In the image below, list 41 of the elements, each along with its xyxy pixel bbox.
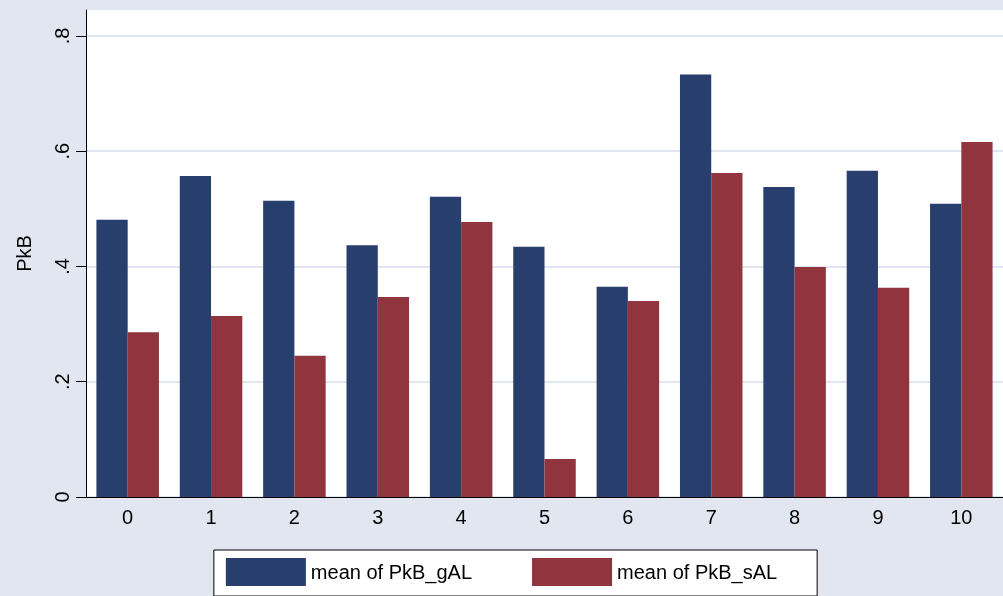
bar xyxy=(513,246,545,497)
bar xyxy=(679,74,712,497)
bar xyxy=(429,196,462,497)
bar xyxy=(544,458,576,497)
bar xyxy=(711,173,743,497)
bar xyxy=(346,245,378,497)
x-tick-label: 9 xyxy=(872,506,884,528)
bar xyxy=(930,203,962,497)
y-tick-label: .2 xyxy=(51,373,73,391)
bar xyxy=(763,186,795,497)
x-tick-label: 0 xyxy=(122,506,134,528)
y-tick-label: .8 xyxy=(51,27,73,45)
bar xyxy=(794,267,826,497)
x-tick-label: 5 xyxy=(538,506,551,528)
x-tick-label: 1 xyxy=(205,506,217,528)
bar xyxy=(127,332,159,497)
bar xyxy=(461,222,493,497)
y-tick-label: .4 xyxy=(51,258,73,275)
bar xyxy=(211,316,243,497)
x-tick-label: 10 xyxy=(950,506,973,528)
bar xyxy=(377,297,410,497)
y-axis-title: PkB xyxy=(13,235,35,272)
bar xyxy=(179,175,212,497)
bar xyxy=(96,219,128,497)
bar xyxy=(294,355,326,497)
bar xyxy=(877,287,910,497)
bar xyxy=(263,200,295,497)
x-tick-label: 2 xyxy=(288,506,300,528)
bar xyxy=(961,141,993,497)
legend-label: mean of PkB_sAL xyxy=(617,561,778,584)
y-tick-label: .6 xyxy=(51,142,73,160)
bar xyxy=(596,286,628,497)
x-tick-label: 4 xyxy=(455,506,467,528)
y-tick-label: 0 xyxy=(51,491,73,503)
x-tick-label: 8 xyxy=(789,506,801,528)
x-tick-label: 7 xyxy=(705,506,717,528)
x-tick-label: 3 xyxy=(372,506,384,528)
bar xyxy=(627,301,660,497)
bar xyxy=(846,170,878,497)
legend-label: mean of PkB_gAL xyxy=(310,561,473,584)
x-tick-label: 6 xyxy=(622,506,634,528)
